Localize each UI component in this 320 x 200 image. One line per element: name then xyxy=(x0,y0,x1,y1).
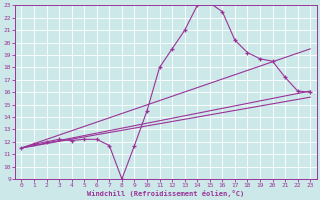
X-axis label: Windchill (Refroidissement éolien,°C): Windchill (Refroidissement éolien,°C) xyxy=(87,190,244,197)
